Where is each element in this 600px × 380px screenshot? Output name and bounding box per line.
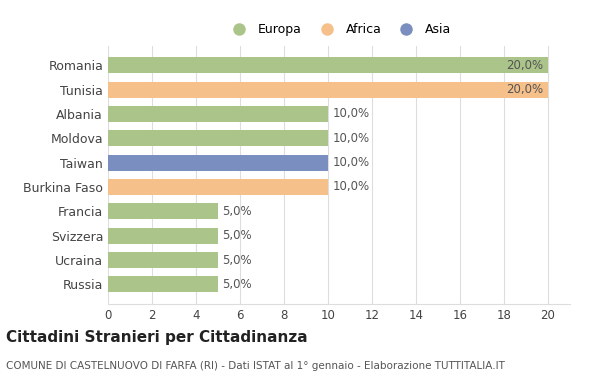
- Bar: [108, 252, 218, 268]
- Text: 20,0%: 20,0%: [506, 59, 544, 72]
- Bar: [108, 57, 548, 73]
- Text: 20,0%: 20,0%: [506, 83, 544, 96]
- Bar: [108, 106, 328, 122]
- Text: 5,0%: 5,0%: [223, 229, 252, 242]
- Text: 5,0%: 5,0%: [223, 205, 252, 218]
- Text: 10,0%: 10,0%: [332, 108, 370, 120]
- Legend: Europa, Africa, Asia: Europa, Africa, Asia: [221, 18, 457, 41]
- Bar: [108, 203, 218, 219]
- Bar: [108, 228, 218, 244]
- Bar: [108, 130, 328, 146]
- Bar: [108, 155, 328, 171]
- Text: 10,0%: 10,0%: [332, 156, 370, 169]
- Bar: [108, 179, 328, 195]
- Text: 5,0%: 5,0%: [223, 253, 252, 266]
- Bar: [108, 82, 548, 98]
- Text: 10,0%: 10,0%: [332, 132, 370, 145]
- Text: 10,0%: 10,0%: [332, 180, 370, 193]
- Text: COMUNE DI CASTELNUOVO DI FARFA (RI) - Dati ISTAT al 1° gennaio - Elaborazione TU: COMUNE DI CASTELNUOVO DI FARFA (RI) - Da…: [6, 361, 505, 370]
- Text: Cittadini Stranieri per Cittadinanza: Cittadini Stranieri per Cittadinanza: [6, 330, 308, 345]
- Text: 5,0%: 5,0%: [223, 278, 252, 291]
- Bar: [108, 276, 218, 292]
